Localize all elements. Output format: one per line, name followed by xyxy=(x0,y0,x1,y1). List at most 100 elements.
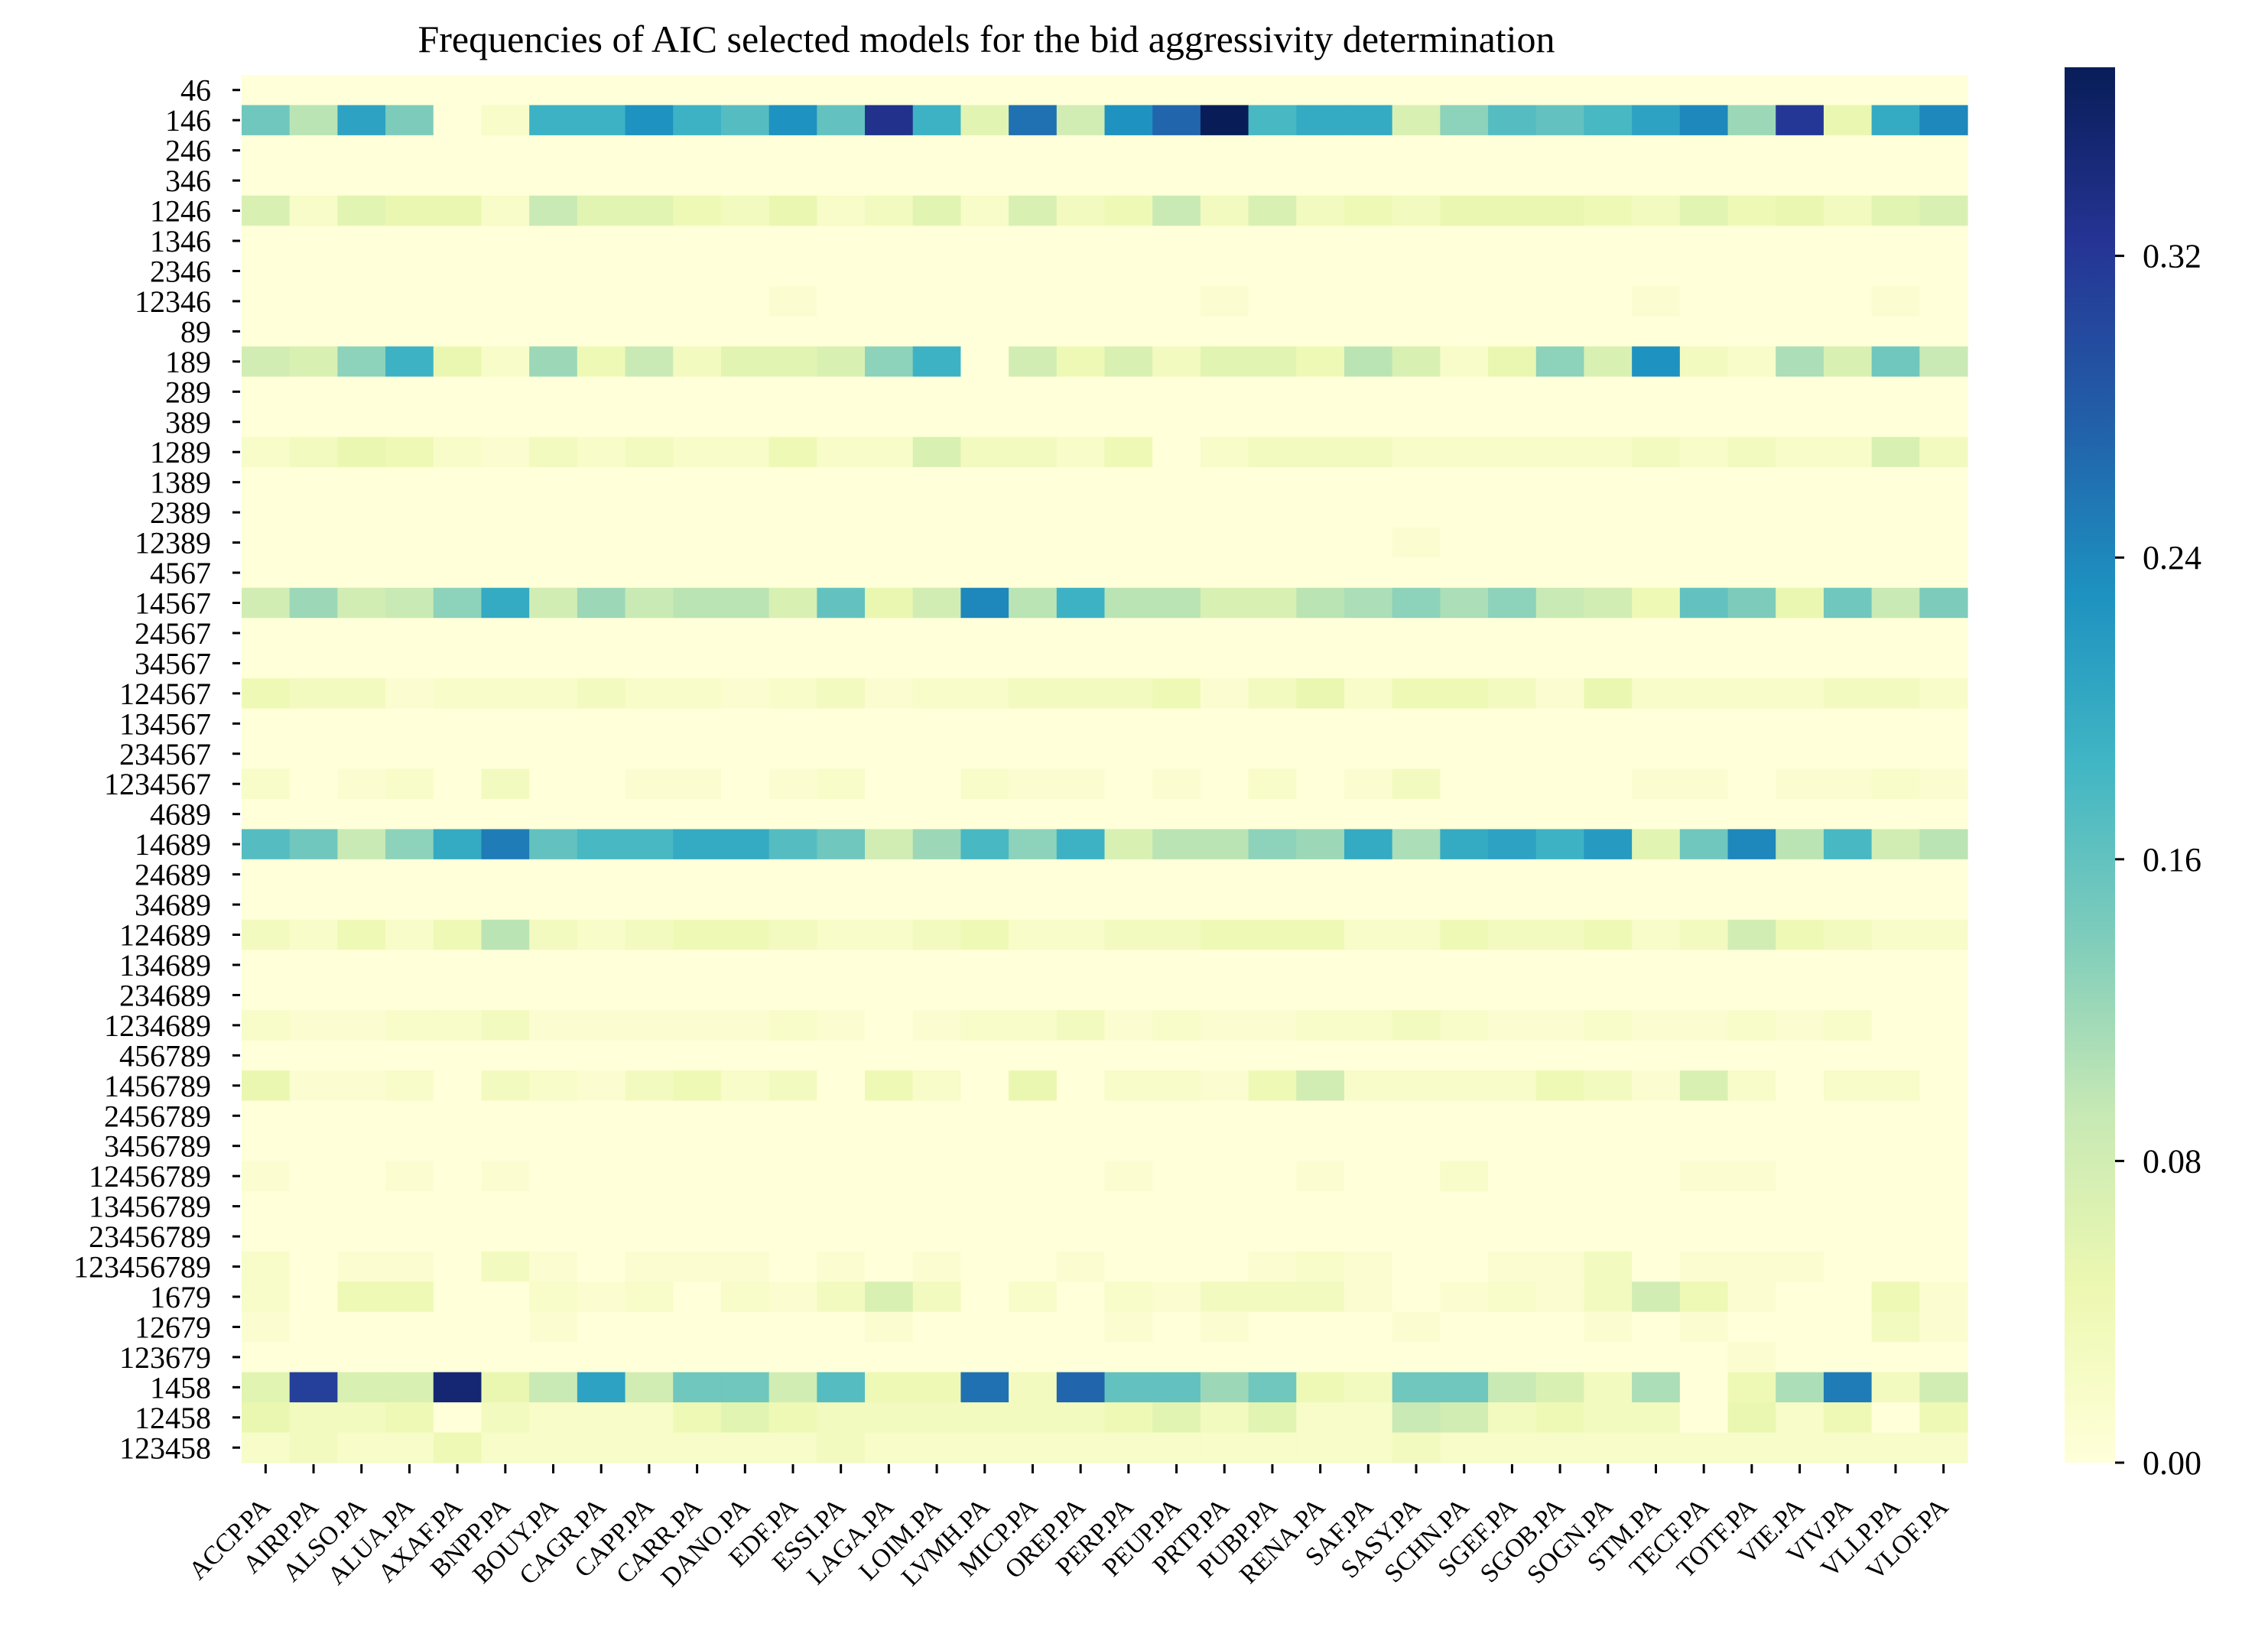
heatmap-cell xyxy=(1009,979,1058,1011)
heatmap-cell xyxy=(1632,316,1681,347)
heatmap-cell xyxy=(1584,678,1633,710)
heatmap-cell xyxy=(529,708,578,739)
heatmap-cell xyxy=(1776,407,1824,438)
heatmap-cell xyxy=(1009,618,1058,649)
heatmap-cell xyxy=(433,648,483,679)
heatmap-cell xyxy=(912,1070,962,1102)
heatmap-cell xyxy=(1584,768,1633,800)
heatmap-cell xyxy=(1679,376,1729,408)
heatmap-cell xyxy=(768,1040,817,1071)
heatmap-cell xyxy=(242,678,291,710)
heatmap-cell xyxy=(289,739,338,770)
heatmap-cell xyxy=(1440,346,1489,378)
heatmap-cell xyxy=(385,678,434,710)
y-tick-label: 24567 xyxy=(135,616,211,651)
heatmap-cell xyxy=(960,768,1009,800)
heatmap-cell xyxy=(1535,979,1585,1011)
heatmap-cell xyxy=(1632,798,1681,830)
heatmap-cell xyxy=(768,407,817,438)
heatmap-cell xyxy=(1392,1402,1441,1434)
heatmap-cell xyxy=(1488,346,1537,378)
heatmap-cell xyxy=(529,768,578,800)
heatmap-cell xyxy=(1440,497,1489,528)
heatmap-cell xyxy=(1392,798,1441,830)
heatmap-cell xyxy=(1488,1311,1537,1343)
heatmap-cell xyxy=(1488,286,1537,317)
heatmap-cell xyxy=(817,195,866,226)
heatmap-cell xyxy=(337,226,386,257)
heatmap-cell xyxy=(865,226,914,257)
heatmap-cell xyxy=(1200,135,1249,166)
heatmap-cell xyxy=(1727,1130,1776,1162)
heatmap-cell xyxy=(625,1432,674,1463)
heatmap-cell xyxy=(1200,618,1249,649)
heatmap-cell xyxy=(1056,1130,1106,1162)
heatmap-cell xyxy=(289,105,338,136)
heatmap-cell xyxy=(1009,919,1058,950)
heatmap-cell xyxy=(1056,1070,1106,1102)
y-tick-label: 246 xyxy=(165,134,211,168)
heatmap-cell xyxy=(1919,497,1968,528)
heatmap-cell xyxy=(1056,105,1106,136)
heatmap-cell xyxy=(1104,1372,1153,1403)
heatmap-cell xyxy=(1679,1130,1729,1162)
heatmap-cell xyxy=(1248,798,1297,830)
heatmap-cell xyxy=(720,919,770,950)
heatmap-cell xyxy=(1344,678,1393,710)
heatmap-cell xyxy=(242,105,291,136)
heatmap-cell xyxy=(1344,497,1393,528)
y-tick-label: 389 xyxy=(165,405,211,440)
heatmap-cell xyxy=(433,527,483,558)
heatmap-cell xyxy=(1727,165,1776,197)
heatmap-cell xyxy=(1823,226,1873,257)
heatmap-cell xyxy=(960,346,1009,378)
heatmap-cell xyxy=(912,889,962,921)
heatmap-cell xyxy=(289,1190,338,1222)
heatmap-cell xyxy=(1392,195,1441,226)
heatmap-cell xyxy=(1200,346,1249,378)
heatmap-cell xyxy=(337,1040,386,1071)
heatmap-cell xyxy=(1919,678,1968,710)
y-tick-label: 4689 xyxy=(150,797,211,832)
heatmap-cell xyxy=(1584,1432,1633,1463)
heatmap-cell xyxy=(1776,618,1824,649)
heatmap-cell xyxy=(1296,1161,1345,1192)
heatmap-cell xyxy=(1727,1402,1776,1434)
heatmap-cell xyxy=(481,587,530,619)
heatmap-cell xyxy=(1152,979,1201,1011)
heatmap-cell xyxy=(337,1190,386,1222)
heatmap-cell xyxy=(673,889,722,921)
heatmap-cell xyxy=(433,739,483,770)
heatmap-cell xyxy=(1344,1130,1393,1162)
heatmap-cell xyxy=(242,1251,291,1282)
heatmap-cell xyxy=(1488,708,1537,739)
heatmap-cell xyxy=(768,437,817,468)
heatmap-cell xyxy=(865,527,914,558)
heatmap-cell xyxy=(1009,1281,1058,1313)
heatmap-cell xyxy=(1296,1221,1345,1252)
heatmap-cell xyxy=(1104,376,1153,408)
heatmap-cell xyxy=(673,1130,722,1162)
heatmap-cell xyxy=(1104,1100,1153,1132)
heatmap-cell xyxy=(817,1130,866,1162)
heatmap-cell xyxy=(529,587,578,619)
heatmap-cell xyxy=(242,1100,291,1132)
heatmap-cell xyxy=(337,1372,386,1403)
heatmap-cell xyxy=(481,75,530,106)
heatmap-cell xyxy=(817,1342,866,1373)
heatmap-cell xyxy=(1104,557,1153,589)
y-tick-label: 134689 xyxy=(119,948,211,983)
heatmap-cell xyxy=(1632,1311,1681,1343)
heatmap-cell xyxy=(337,346,386,378)
heatmap-cell xyxy=(865,1190,914,1222)
heatmap-cell xyxy=(1392,889,1441,921)
heatmap-cell xyxy=(865,557,914,589)
heatmap-cell xyxy=(433,1130,483,1162)
heatmap-cell xyxy=(1535,466,1585,498)
heatmap-cell xyxy=(1344,346,1393,378)
heatmap-cell xyxy=(817,376,866,408)
heatmap-cell xyxy=(912,75,962,106)
heatmap-cell xyxy=(1009,527,1058,558)
heatmap-cell xyxy=(720,1281,770,1313)
heatmap-cell xyxy=(768,1372,817,1403)
